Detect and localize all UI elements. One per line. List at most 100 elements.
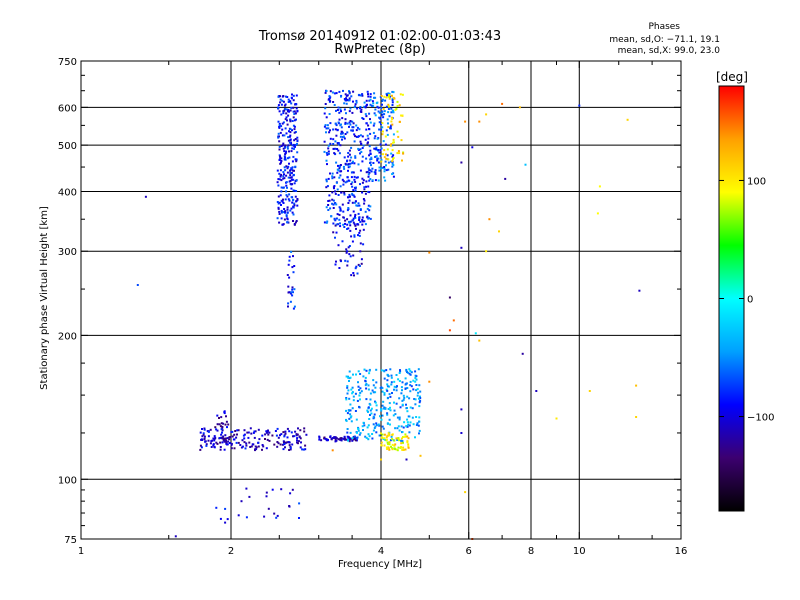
echo-point: [327, 204, 330, 206]
echo-point: [287, 291, 290, 294]
echo-point: [367, 173, 370, 176]
echo-point: [380, 436, 383, 439]
echo-point: [343, 226, 346, 228]
echo-point: [396, 416, 399, 419]
echo-point: [282, 142, 285, 145]
echo-point: [323, 140, 326, 143]
echo-point: [398, 397, 401, 400]
echo-point: [363, 188, 366, 191]
echo-point: [358, 406, 361, 409]
echo-point: [418, 384, 421, 387]
echo-point: [409, 369, 412, 372]
echo-point: [378, 116, 381, 119]
echo-point: [368, 99, 371, 102]
echo-point: [396, 427, 399, 430]
echo-point: [344, 222, 346, 225]
echo-point: [233, 447, 236, 450]
echo-point: [278, 172, 281, 175]
echo-point: [242, 434, 245, 437]
echo-point: [371, 179, 374, 182]
echo-point: [359, 140, 362, 143]
echo-point: [376, 105, 379, 108]
echo-point: [387, 95, 390, 98]
echo-point: [373, 137, 376, 140]
echo-point: [383, 170, 386, 173]
echo-point: [335, 181, 338, 184]
echo-point: [400, 437, 403, 440]
echo-point: [391, 101, 394, 104]
echo-point: [401, 159, 403, 162]
echo-point: [365, 157, 368, 160]
echo-point: [284, 156, 287, 159]
echo-point: [369, 205, 372, 208]
echo-point: [207, 430, 210, 433]
echo-point: [249, 446, 252, 448]
echo-point: [349, 224, 352, 227]
echo-point: [478, 120, 481, 123]
echo-point: [348, 397, 351, 400]
y-tick-label: 100: [58, 475, 77, 486]
echo-point: [240, 500, 243, 503]
echo-point: [214, 426, 217, 429]
echo-point: [336, 223, 339, 226]
echo-point: [383, 406, 386, 409]
echo-point: [383, 444, 386, 447]
echo-point: [285, 132, 288, 135]
echo-point: [290, 196, 293, 199]
echo-point: [283, 104, 286, 107]
echo-point: [327, 147, 330, 150]
echo-point: [406, 421, 409, 424]
echo-point: [356, 107, 359, 110]
echo-point: [375, 409, 378, 412]
echo-point: [359, 209, 362, 211]
echo-point: [382, 130, 384, 133]
echo-point: [410, 371, 413, 374]
echo-point: [289, 172, 292, 174]
echo-point: [351, 386, 354, 389]
echo-point: [397, 437, 400, 439]
echo-point: [355, 204, 358, 207]
echo-point: [372, 391, 375, 394]
echo-point: [385, 438, 388, 441]
echo-point: [376, 137, 379, 140]
colorbar-tick-label: −100: [747, 413, 774, 424]
echo-point: [247, 431, 250, 434]
echo-point: [397, 378, 400, 381]
echo-point: [201, 439, 203, 441]
echo-point: [390, 120, 393, 123]
echo-point: [290, 431, 293, 434]
echo-point: [358, 234, 361, 237]
echo-point: [386, 94, 389, 97]
echo-point: [352, 272, 355, 274]
echo-point: [363, 368, 366, 371]
echo-point: [330, 437, 333, 440]
echo-point: [278, 126, 281, 129]
echo-point: [400, 392, 403, 395]
echo-point: [291, 266, 294, 269]
echo-point: [328, 131, 331, 134]
x-tick-labels: 1 2 4 6 8 10 16: [78, 546, 688, 557]
echo-point: [388, 94, 391, 97]
echo-point: [284, 198, 287, 201]
echo-point: [635, 416, 638, 418]
echo-point: [410, 385, 413, 388]
echo-point: [478, 339, 481, 342]
echo-point: [358, 231, 361, 234]
echo-point: [295, 220, 298, 222]
echo-point: [333, 185, 336, 187]
echo-point: [296, 140, 299, 143]
y-tick-label: 75: [64, 535, 77, 546]
echo-point: [292, 178, 295, 181]
echo-point: [406, 410, 409, 413]
echo-point: [207, 439, 210, 442]
echo-point: [364, 223, 367, 226]
echo-point: [254, 430, 257, 433]
echo-point: [383, 168, 386, 171]
echo-point: [382, 107, 385, 110]
echo-point: [395, 386, 398, 389]
echo-point: [387, 168, 390, 171]
echo-point: [286, 274, 289, 276]
grid: [81, 61, 681, 539]
echo-point: [335, 109, 337, 112]
echo-point: [353, 274, 355, 277]
